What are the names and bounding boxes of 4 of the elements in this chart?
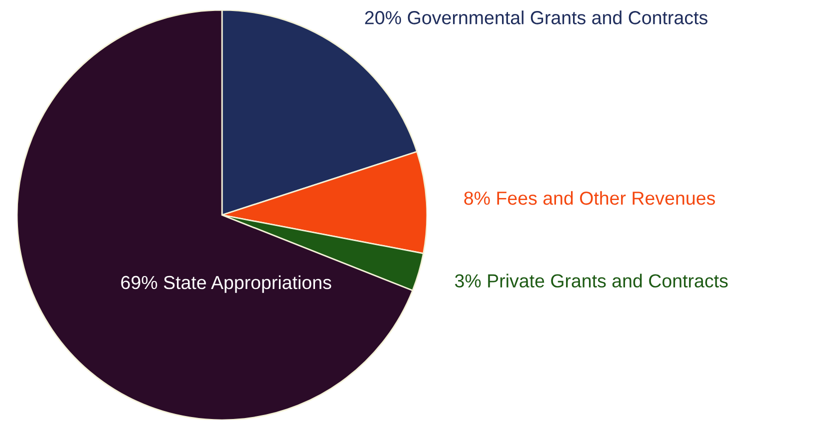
slice-label: 3% Private Grants and Contracts: [455, 274, 728, 288]
slice-label: 69% State Appropriations: [121, 275, 332, 293]
slice-label: 20% Governmental Grants and Contracts: [365, 10, 708, 24]
slice-label: 8% Fees and Other Revenues: [464, 191, 715, 205]
